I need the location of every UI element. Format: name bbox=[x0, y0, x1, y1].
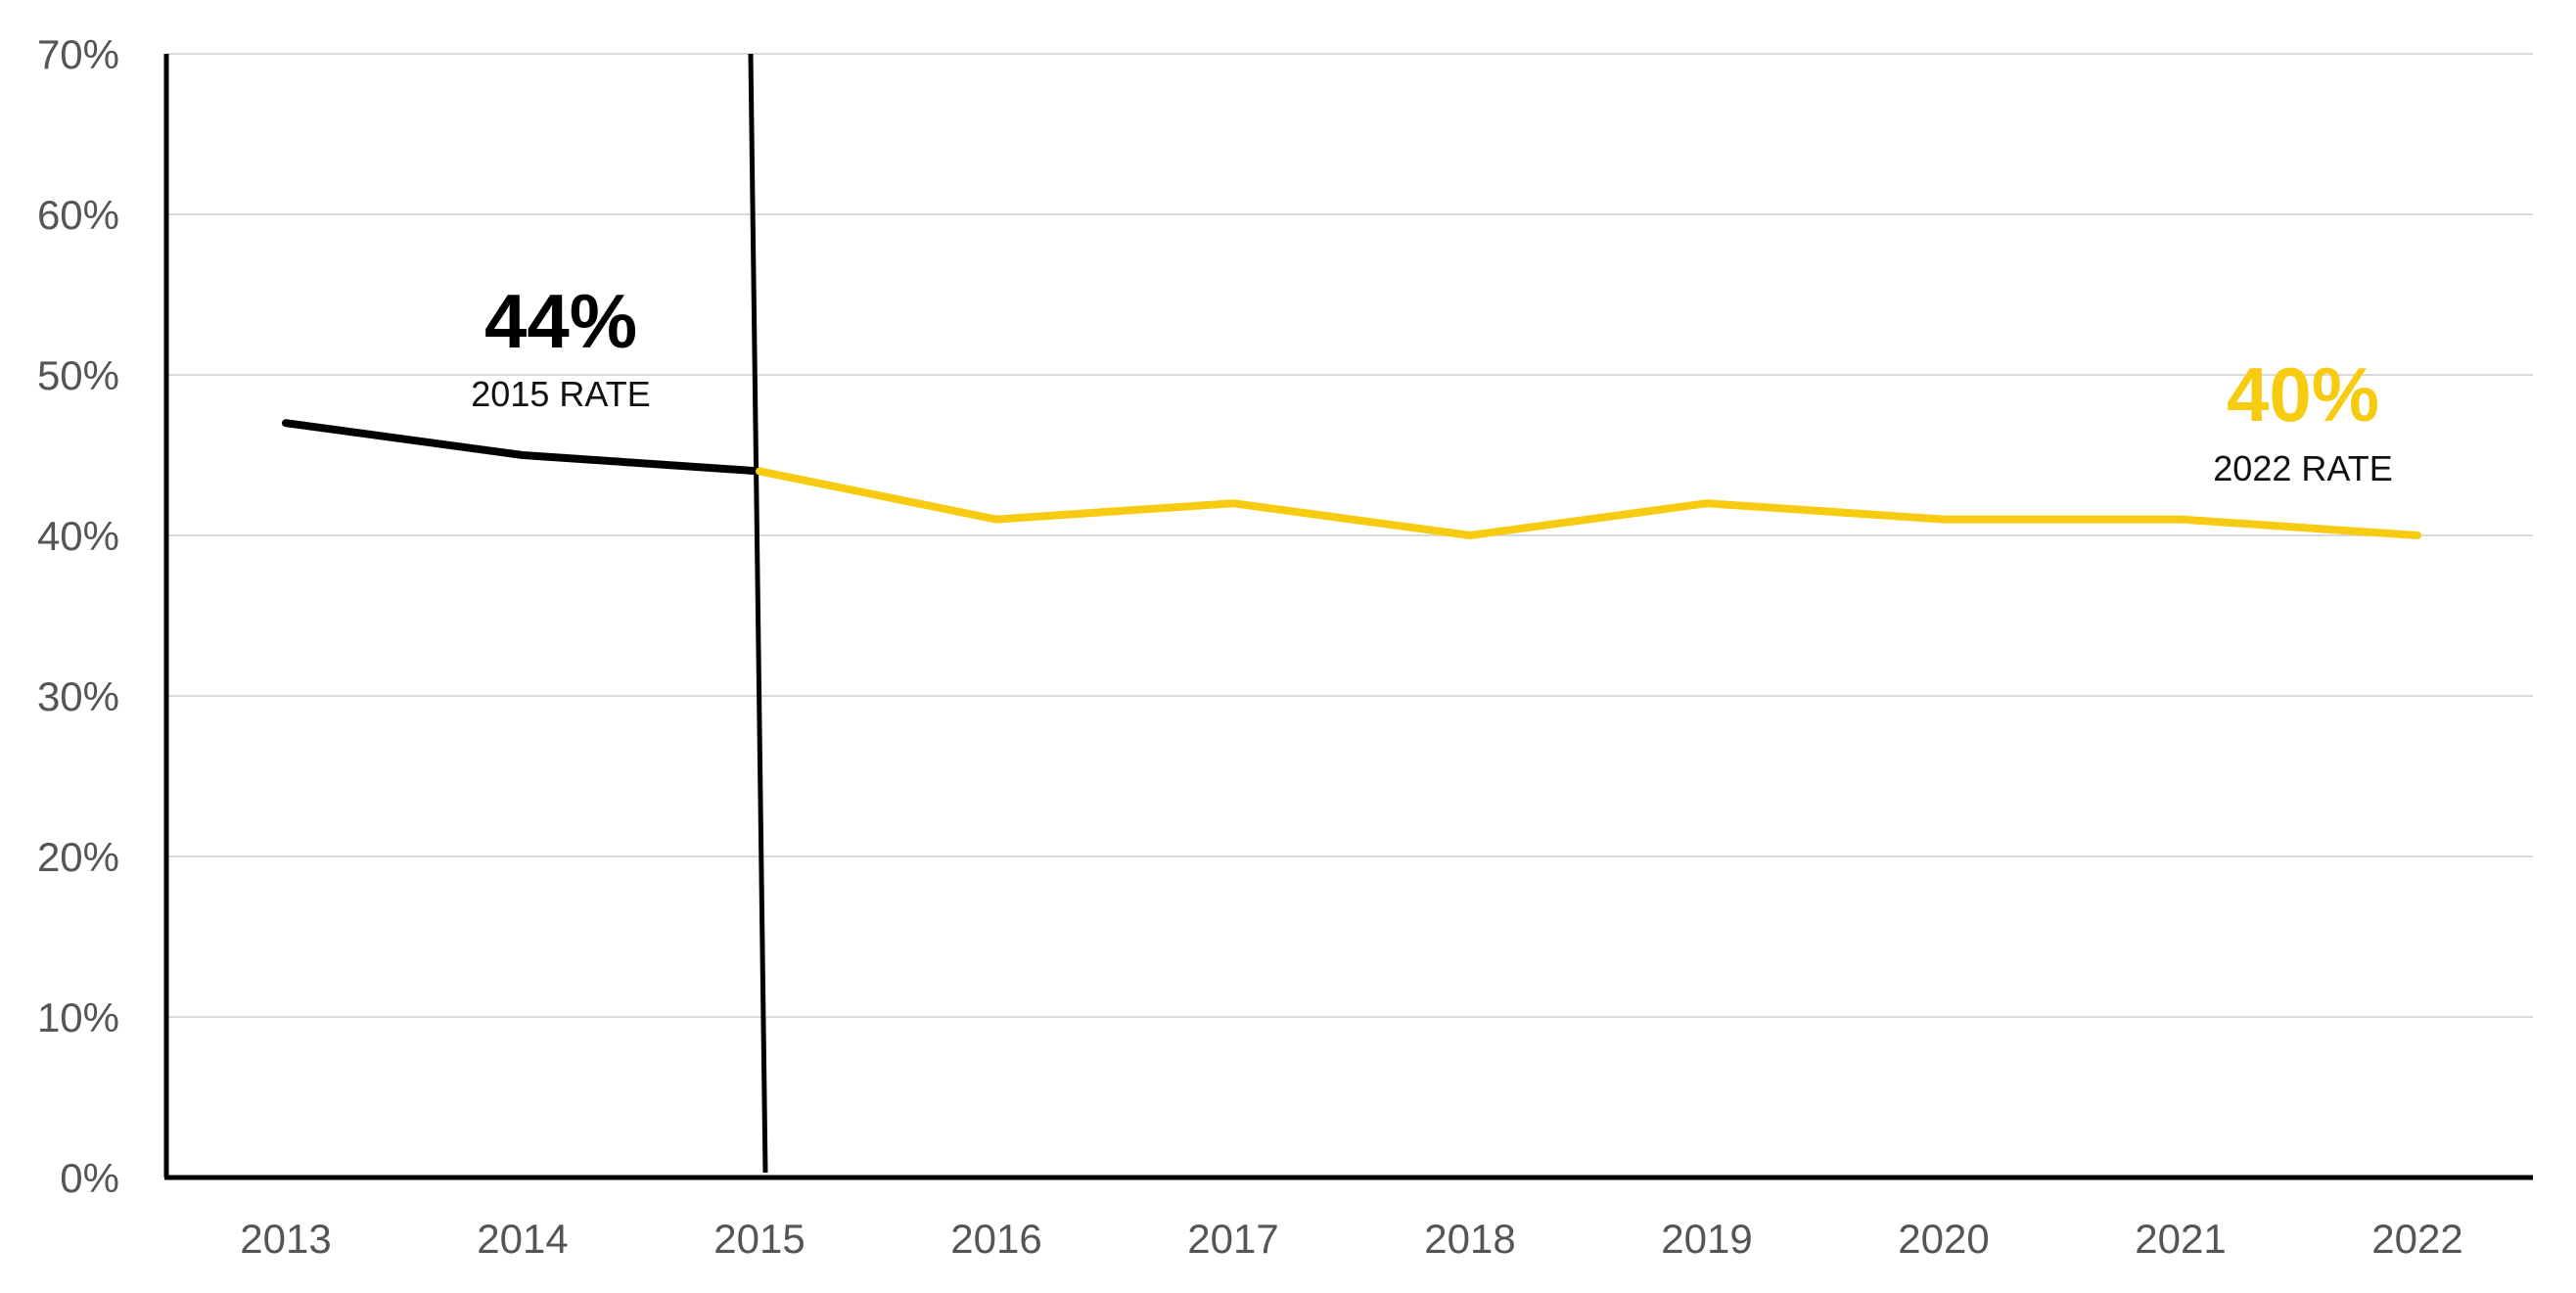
y-tick-label-70: 70% bbox=[37, 31, 119, 77]
data-point-1-2020 bbox=[1943, 518, 1945, 521]
annotation-2015-value: 44% bbox=[484, 278, 637, 364]
data-point-0-2013 bbox=[285, 422, 287, 425]
x-tick-label-2013: 2013 bbox=[240, 1216, 331, 1262]
x-tick-label-2022: 2022 bbox=[2371, 1216, 2462, 1262]
annotation-2022-value: 40% bbox=[2227, 351, 2379, 438]
y-tick-label-0: 0% bbox=[60, 1155, 119, 1201]
ticks-layer: 0% 10% 20% 30% 40% 50% 60% 70% 2013 2014 2015 2016 2… bbox=[37, 31, 2463, 1262]
data-point-1-2016 bbox=[995, 518, 997, 521]
grid-layer bbox=[166, 53, 2533, 1018]
y-tick-label-30: 30% bbox=[37, 673, 119, 719]
data-point-1-2018 bbox=[1469, 534, 1471, 536]
series-layer bbox=[282, 53, 2421, 1174]
data-point-0-2014 bbox=[522, 454, 524, 456]
y-tick-label-40: 40% bbox=[37, 513, 119, 559]
annotation-2022-label: 2022 RATE bbox=[2213, 448, 2392, 488]
data-point-1-2022 bbox=[2416, 534, 2418, 536]
y-tick-label-10: 10% bbox=[37, 994, 119, 1040]
x-tick-label-2014: 2014 bbox=[477, 1216, 568, 1262]
y-tick-label-60: 60% bbox=[37, 192, 119, 238]
y-tick-label-20: 20% bbox=[37, 834, 119, 880]
data-point-1-2015 bbox=[759, 470, 760, 473]
x-tick-label-2015: 2015 bbox=[713, 1216, 805, 1262]
x-tick-label-2019: 2019 bbox=[1661, 1216, 1752, 1262]
data-point-1-2017 bbox=[1232, 502, 1234, 505]
data-point-1-2019 bbox=[1706, 502, 1708, 505]
axes-layer bbox=[163, 54, 2533, 1180]
x-tick-label-2018: 2018 bbox=[1424, 1216, 1515, 1262]
annotation-2015-label: 2015 RATE bbox=[471, 374, 650, 414]
x-tick-label-2016: 2016 bbox=[950, 1216, 1041, 1262]
series-line-0 bbox=[282, 419, 763, 476]
x-tick-label-2020: 2020 bbox=[1898, 1216, 1989, 1262]
annotation-2015-rate: 44% 2015 RATE bbox=[471, 278, 650, 414]
reference-line-2015 bbox=[748, 53, 768, 1174]
y-tick-label-50: 50% bbox=[37, 352, 119, 398]
x-tick-label-2021: 2021 bbox=[2135, 1216, 2226, 1262]
annotation-2022-rate: 40% 2022 RATE bbox=[2213, 351, 2392, 488]
data-point-1-2021 bbox=[2180, 518, 2182, 521]
x-tick-label-2017: 2017 bbox=[1187, 1216, 1278, 1262]
series-line-1 bbox=[756, 467, 2421, 539]
